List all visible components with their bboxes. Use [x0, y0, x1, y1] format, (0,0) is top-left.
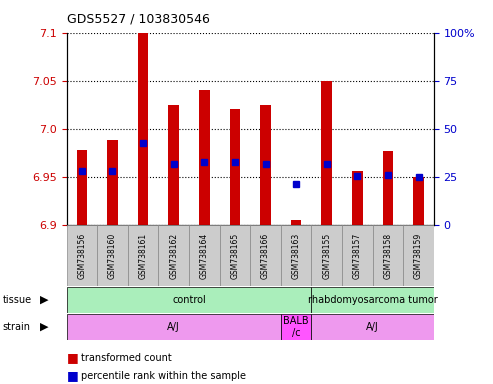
Bar [403, 225, 434, 286]
Bar [291, 220, 301, 225]
Bar [250, 225, 281, 286]
Text: ▶: ▶ [40, 295, 49, 305]
Bar [413, 177, 424, 225]
Bar [352, 171, 363, 225]
Text: ▶: ▶ [40, 322, 49, 332]
Text: GSM738159: GSM738159 [414, 233, 423, 279]
Text: transformed count: transformed count [81, 353, 172, 363]
Text: GSM738161: GSM738161 [139, 233, 147, 279]
Text: GSM738158: GSM738158 [384, 233, 392, 279]
Text: GSM738156: GSM738156 [77, 233, 86, 279]
Bar [230, 109, 240, 225]
Text: GSM738164: GSM738164 [200, 233, 209, 279]
Bar [67, 225, 97, 286]
Bar [67, 314, 281, 340]
Text: ■: ■ [67, 351, 78, 364]
Text: BALB
/c: BALB /c [283, 316, 309, 338]
Text: GDS5527 / 103830546: GDS5527 / 103830546 [67, 12, 210, 25]
Bar [342, 225, 373, 286]
Bar [168, 105, 179, 225]
Bar [189, 225, 219, 286]
Text: strain: strain [2, 322, 31, 332]
Text: A/J: A/J [366, 322, 379, 332]
Text: percentile rank within the sample: percentile rank within the sample [81, 371, 246, 381]
Bar [312, 314, 434, 340]
Bar [158, 225, 189, 286]
Bar [138, 33, 148, 225]
Bar [199, 90, 210, 225]
Bar [281, 225, 312, 286]
Text: GSM738163: GSM738163 [291, 233, 301, 279]
Bar [373, 225, 403, 286]
Bar [321, 81, 332, 225]
Text: A/J: A/J [167, 322, 180, 332]
Bar [281, 314, 312, 340]
Bar [128, 225, 158, 286]
Bar [260, 105, 271, 225]
Bar [107, 140, 118, 225]
Bar [312, 225, 342, 286]
Bar [76, 150, 87, 225]
Text: GSM738162: GSM738162 [169, 233, 178, 279]
Text: GSM738166: GSM738166 [261, 233, 270, 279]
Text: control: control [172, 295, 206, 305]
Bar [97, 225, 128, 286]
Text: rhabdomyosarcoma tumor: rhabdomyosarcoma tumor [308, 295, 437, 305]
Text: ■: ■ [67, 369, 78, 382]
Bar [67, 287, 312, 313]
Text: GSM738165: GSM738165 [230, 233, 240, 279]
Text: GSM738157: GSM738157 [353, 233, 362, 279]
Bar [383, 151, 393, 225]
Text: GSM738160: GSM738160 [108, 233, 117, 279]
Bar [219, 225, 250, 286]
Text: tissue: tissue [2, 295, 32, 305]
Bar [312, 287, 434, 313]
Text: GSM738155: GSM738155 [322, 233, 331, 279]
